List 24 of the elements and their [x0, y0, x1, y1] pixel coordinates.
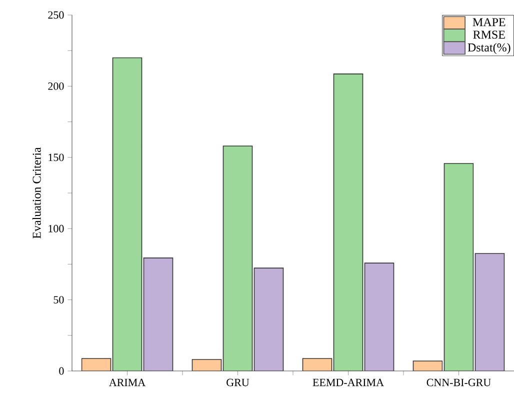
legend-label: Dstat(%)	[468, 43, 510, 54]
y-tick-label: 100	[48, 224, 64, 232]
bar	[444, 163, 474, 371]
x-tick-label: EEMD-ARIMA	[312, 378, 384, 386]
y-tick-label: 250	[48, 11, 64, 19]
x-tick-label: GRU	[226, 378, 250, 386]
y-tick-label: 0	[59, 367, 64, 375]
y-tick-label: 50	[54, 296, 64, 304]
bar	[143, 258, 174, 371]
bar	[474, 253, 505, 371]
bar	[82, 358, 111, 371]
legend-label: MAPE	[472, 18, 506, 26]
bar	[333, 74, 364, 371]
bar	[112, 57, 142, 371]
bar	[222, 146, 253, 371]
legend-label: RMSE	[473, 30, 505, 39]
x-tick-label: ARIMA	[109, 378, 146, 386]
bar	[302, 358, 332, 371]
bar	[254, 268, 284, 371]
y-tick-label: 150	[48, 154, 64, 162]
y-tick-label: 200	[48, 82, 64, 90]
y-axis-title: Evaluation Criteria	[32, 147, 41, 238]
bar	[364, 262, 394, 371]
x-tick-label: CNN-BI-GRU	[426, 378, 491, 386]
